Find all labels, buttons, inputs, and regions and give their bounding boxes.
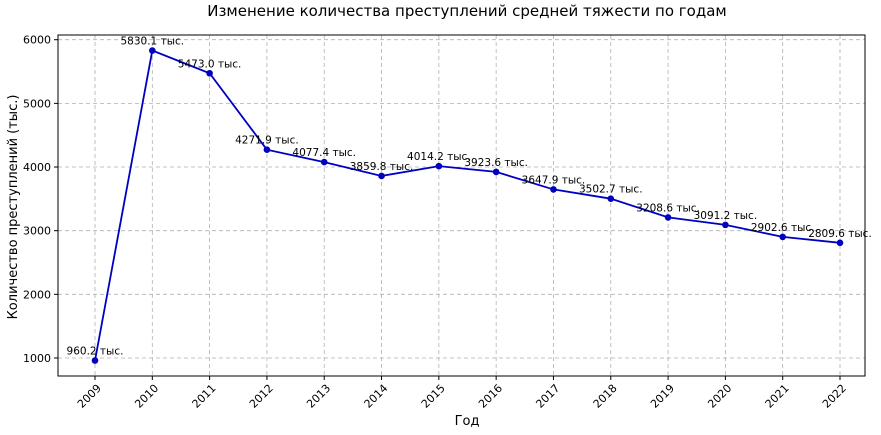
data-point	[836, 239, 844, 247]
x-tick-label: 2016	[476, 382, 505, 411]
series-line	[94, 49, 841, 361]
data-label: 3923.6 тыс.	[464, 157, 528, 169]
grid	[58, 35, 865, 376]
data-point	[722, 221, 729, 229]
data-label: 4077.4 тыс.	[292, 147, 356, 159]
y-tick-label: 6000	[23, 34, 51, 47]
x-tick-label: 2020	[705, 382, 734, 411]
data-label: 4271.9 тыс.	[235, 135, 299, 147]
data-label: 3208.6 тыс.	[636, 202, 700, 214]
y-tick-label: 4000	[23, 161, 51, 174]
data-point	[779, 233, 786, 241]
data-label: 2809.6 тыс.	[808, 228, 872, 240]
data-point	[263, 146, 271, 154]
y-tick-label: 5000	[23, 97, 51, 110]
x-tick-label: 2009	[75, 382, 104, 411]
data-label: 5830.1 тыс.	[121, 36, 185, 48]
x-tick-label: 2017	[533, 382, 562, 411]
y-axis-label: Количество преступлений (тыс.)	[6, 95, 21, 320]
data-label: 3502.7 тыс.	[579, 184, 643, 196]
data-label: 4014.2 тыс.	[407, 151, 471, 163]
data-point	[492, 168, 500, 176]
x-tick-label: 2012	[247, 382, 276, 411]
data-point	[435, 162, 443, 170]
x-tick-label: 2015	[419, 382, 448, 411]
data-label: 5473.0 тыс.	[178, 58, 242, 70]
data-point	[607, 195, 615, 202]
chart-title: Изменение количества преступлений средне…	[207, 2, 727, 20]
data-point	[206, 69, 213, 77]
data-labels: 960.2 тыс. 5830.1 тыс. 5473.0 тыс. 4271.9 т…	[67, 36, 872, 358]
y-tick-label: 2000	[23, 288, 51, 301]
data-point	[550, 186, 557, 193]
x-tick-label: 2010	[132, 382, 161, 411]
x-tick-label: 2021	[763, 382, 792, 411]
data-point	[664, 214, 672, 221]
x-tick-label: 2013	[304, 382, 333, 411]
data-point	[378, 172, 385, 180]
plot-frame	[57, 34, 866, 377]
series	[91, 47, 844, 364]
data-label: 3647.9 тыс.	[522, 174, 586, 186]
data-label: 3859.8 тыс.	[350, 161, 414, 173]
y-tick-label: 1000	[23, 352, 51, 365]
data-point	[91, 357, 99, 364]
x-tick-label: 2022	[820, 382, 849, 411]
data-point	[149, 47, 156, 54]
data-label: 2902.6 тыс.	[751, 222, 815, 234]
x-axis: 2009 2010 2011 2012 2013 2014 2015 2016 2017 2018…	[75, 376, 849, 411]
x-axis-label: Год	[455, 414, 480, 429]
x-tick-label: 2018	[591, 382, 620, 411]
x-tick-label: 2019	[648, 382, 677, 411]
data-label: 3091.2 тыс.	[694, 210, 758, 222]
data-label: 960.2 тыс.	[67, 346, 124, 358]
x-tick-label: 2011	[190, 382, 219, 411]
x-tick-label: 2014	[361, 382, 390, 411]
data-point	[320, 158, 328, 166]
y-axis: 1000 2000 3000 4000 5000 6000	[23, 34, 58, 365]
y-tick-label: 3000	[23, 225, 51, 238]
